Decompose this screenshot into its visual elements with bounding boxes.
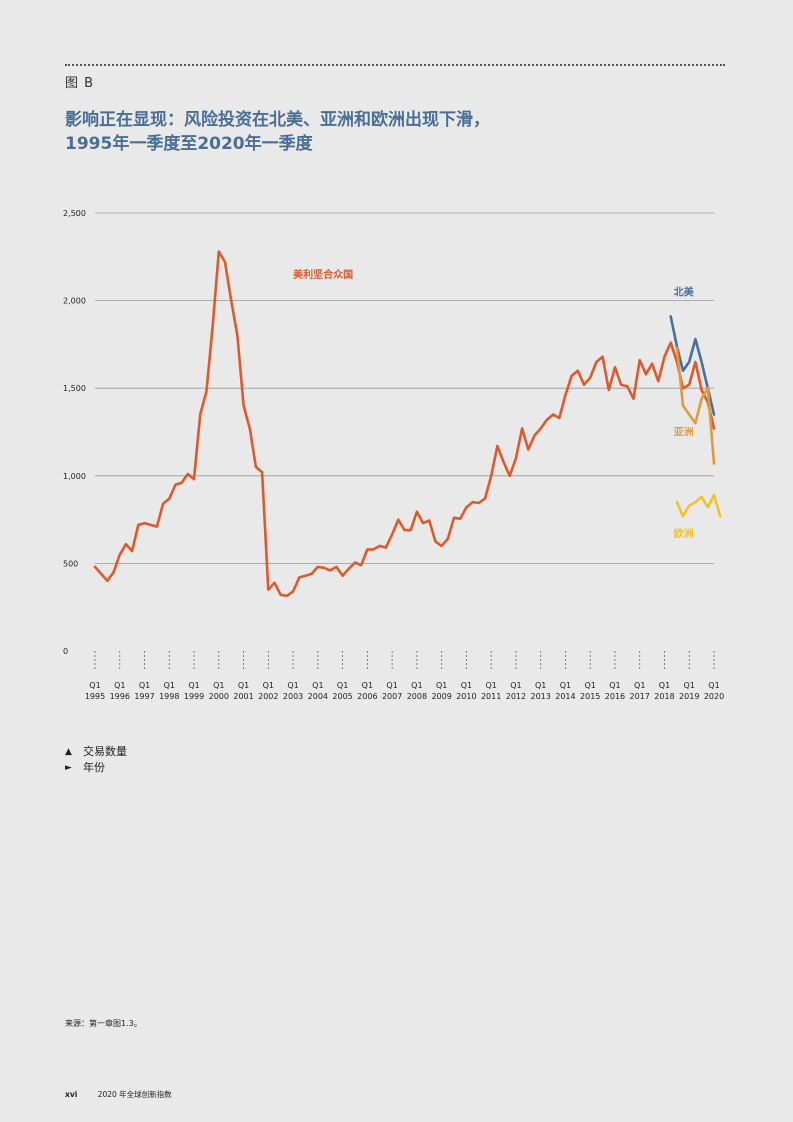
x-tick-year-label: 2015 <box>580 692 600 701</box>
x-tick-year-label: 1995 <box>85 692 105 701</box>
legend-item-year: ► 年份 <box>65 760 127 776</box>
x-tick-year-label: 2011 <box>481 692 501 701</box>
title-line-1: 影响正在显现：风险投资在北美、亚洲和欧洲出现下滑， <box>65 110 490 130</box>
y-tick-label: 500 <box>63 559 78 568</box>
top-dotted-rule <box>65 64 725 66</box>
x-tick-quarter-label: Q1 <box>287 681 298 690</box>
x-tick-year-label: 1997 <box>134 692 154 701</box>
x-tick-quarter-label: Q1 <box>436 681 447 690</box>
x-tick-year-label: 2003 <box>283 692 303 701</box>
x-tick-year-label: 2019 <box>679 692 699 701</box>
y-tick-label: 1,500 <box>63 384 86 393</box>
page-footer: xvi 2020 年全球创新指数 <box>65 1089 172 1100</box>
x-tick-year-label: 2004 <box>308 692 328 701</box>
x-tick-year-label: 1999 <box>184 692 204 701</box>
x-tick-year-label: 2006 <box>357 692 377 701</box>
x-tick-year-label: 2001 <box>233 692 253 701</box>
x-tick-quarter-label: Q1 <box>411 681 422 690</box>
series-line-2 <box>675 346 716 465</box>
y-tick-label: 2,000 <box>63 297 86 306</box>
x-tick-year-label: 2020 <box>704 692 724 701</box>
x-tick-quarter-label: Q1 <box>461 681 472 690</box>
x-tick-quarter-label: Q1 <box>684 681 695 690</box>
x-tick-quarter-label: Q1 <box>485 681 496 690</box>
x-tick-quarter-label: Q1 <box>188 681 199 690</box>
x-tick-quarter-label: Q1 <box>139 681 150 690</box>
x-tick-year-label: 2009 <box>431 692 451 701</box>
page-number: xvi <box>65 1090 78 1099</box>
x-tick-year-label: 2018 <box>654 692 674 701</box>
x-tick-year-label: 1998 <box>159 692 179 701</box>
x-tick-year-label: 2016 <box>605 692 625 701</box>
x-tick-quarter-label: Q1 <box>238 681 249 690</box>
x-tick-year-label: 2014 <box>555 692 575 701</box>
line-chart: 0 500 1,000 1,500 2,000 2,500 Q1 1995 Q1 1996 Q1 19… <box>63 209 724 701</box>
series-label-1: 北美 <box>674 285 695 298</box>
x-tick-quarter-label: Q1 <box>362 681 373 690</box>
x-tick-quarter-label: Q1 <box>560 681 571 690</box>
x-tick-quarter-label: Q1 <box>585 681 596 690</box>
x-tick-quarter-label: Q1 <box>164 681 175 690</box>
x-tick-quarter-label: Q1 <box>708 681 719 690</box>
x-tick-quarter-label: Q1 <box>634 681 645 690</box>
x-tick-quarter-label: Q1 <box>659 681 670 690</box>
x-tick-year-label: 2017 <box>630 692 650 701</box>
series-label-3: 欧洲 <box>674 527 694 540</box>
x-tick-year-label: 2010 <box>456 692 476 701</box>
x-tick-year-label: 2002 <box>258 692 278 701</box>
x-tick-quarter-label: Q1 <box>114 681 125 690</box>
x-tick-quarter-label: Q1 <box>89 681 100 690</box>
x-tick-quarter-label: Q1 <box>535 681 546 690</box>
x-tick-quarter-label: Q1 <box>609 681 620 690</box>
x-tick-quarter-label: Q1 <box>510 681 521 690</box>
legend-item-transactions: ▲ 交易数量 <box>65 744 127 760</box>
y-tick-label: 1,000 <box>63 472 86 481</box>
title-line-2: 1995年一季度至2020年一季度 <box>65 134 313 154</box>
x-tick-year-label: 1996 <box>110 692 130 701</box>
legend-label-transactions: 交易数量 <box>83 745 127 758</box>
x-tick-year-label: 2000 <box>209 692 229 701</box>
x-tick-quarter-label: Q1 <box>263 681 274 690</box>
x-tick-quarter-label: Q1 <box>337 681 348 690</box>
x-tick-quarter-label: Q1 <box>386 681 397 690</box>
series-label-0: 美利坚合众国 <box>293 268 353 281</box>
x-tick-quarter-label: Q1 <box>312 681 323 690</box>
x-tick-year-label: 2012 <box>506 692 526 701</box>
series-label-2: 亚洲 <box>674 427 694 439</box>
series-line-0 <box>93 250 716 598</box>
x-tick-year-label: 2005 <box>332 692 352 701</box>
series-line-3 <box>675 493 722 518</box>
legend: ▲ 交易数量 ► 年份 <box>65 744 127 776</box>
triangle-up-icon: ▲ <box>65 747 72 757</box>
footer-text: 2020 年全球创新指数 <box>97 1090 172 1099</box>
figure-title: 影响正在显现：风险投资在北美、亚洲和欧洲出现下滑， 1995年一季度至2020年… <box>65 108 725 156</box>
x-tick-year-label: 2013 <box>531 692 551 701</box>
x-tick-year-label: 2008 <box>407 692 427 701</box>
y-tick-label: 2,500 <box>63 209 86 218</box>
triangle-right-icon: ► <box>65 763 72 773</box>
legend-label-year: 年份 <box>83 761 105 774</box>
x-tick-quarter-label: Q1 <box>213 681 224 690</box>
y-tick-label: 0 <box>63 647 68 656</box>
x-tick-year-label: 2007 <box>382 692 402 701</box>
figure-label: 图 B <box>65 76 95 91</box>
source-note: 来源：第一章图1.3。 <box>65 1019 142 1028</box>
